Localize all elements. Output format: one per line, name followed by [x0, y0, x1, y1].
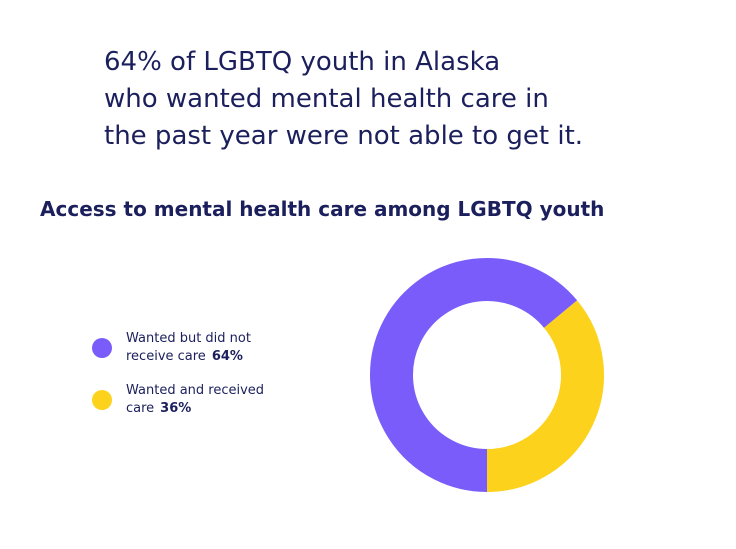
headline: who wanted mental health care in	[104, 84, 549, 114]
legend-item: Wanted but did not receive care 64%	[92, 330, 292, 366]
legend-label: Wanted and received care	[126, 383, 265, 416]
legend-value: 64%	[211, 349, 243, 364]
legend-text: Wanted but did not receive care 64%	[126, 330, 276, 366]
legend-value: 36%	[160, 401, 192, 416]
donut-segment	[370, 258, 578, 492]
legend-swatch	[92, 390, 112, 410]
legend-label: Wanted but did not receive care	[126, 331, 251, 364]
legend-swatch	[92, 338, 112, 358]
headline: the past year were not able to get it.	[104, 121, 584, 151]
legend-text: Wanted and received care 36%	[126, 382, 276, 418]
headline: 64% of LGBTQ youth in Alaska	[104, 47, 501, 77]
donut-segment	[486, 300, 604, 492]
chart-title: Access to mental health care among LGBTQ…	[40, 197, 605, 221]
legend-item: Wanted and received care 36%	[92, 382, 292, 418]
